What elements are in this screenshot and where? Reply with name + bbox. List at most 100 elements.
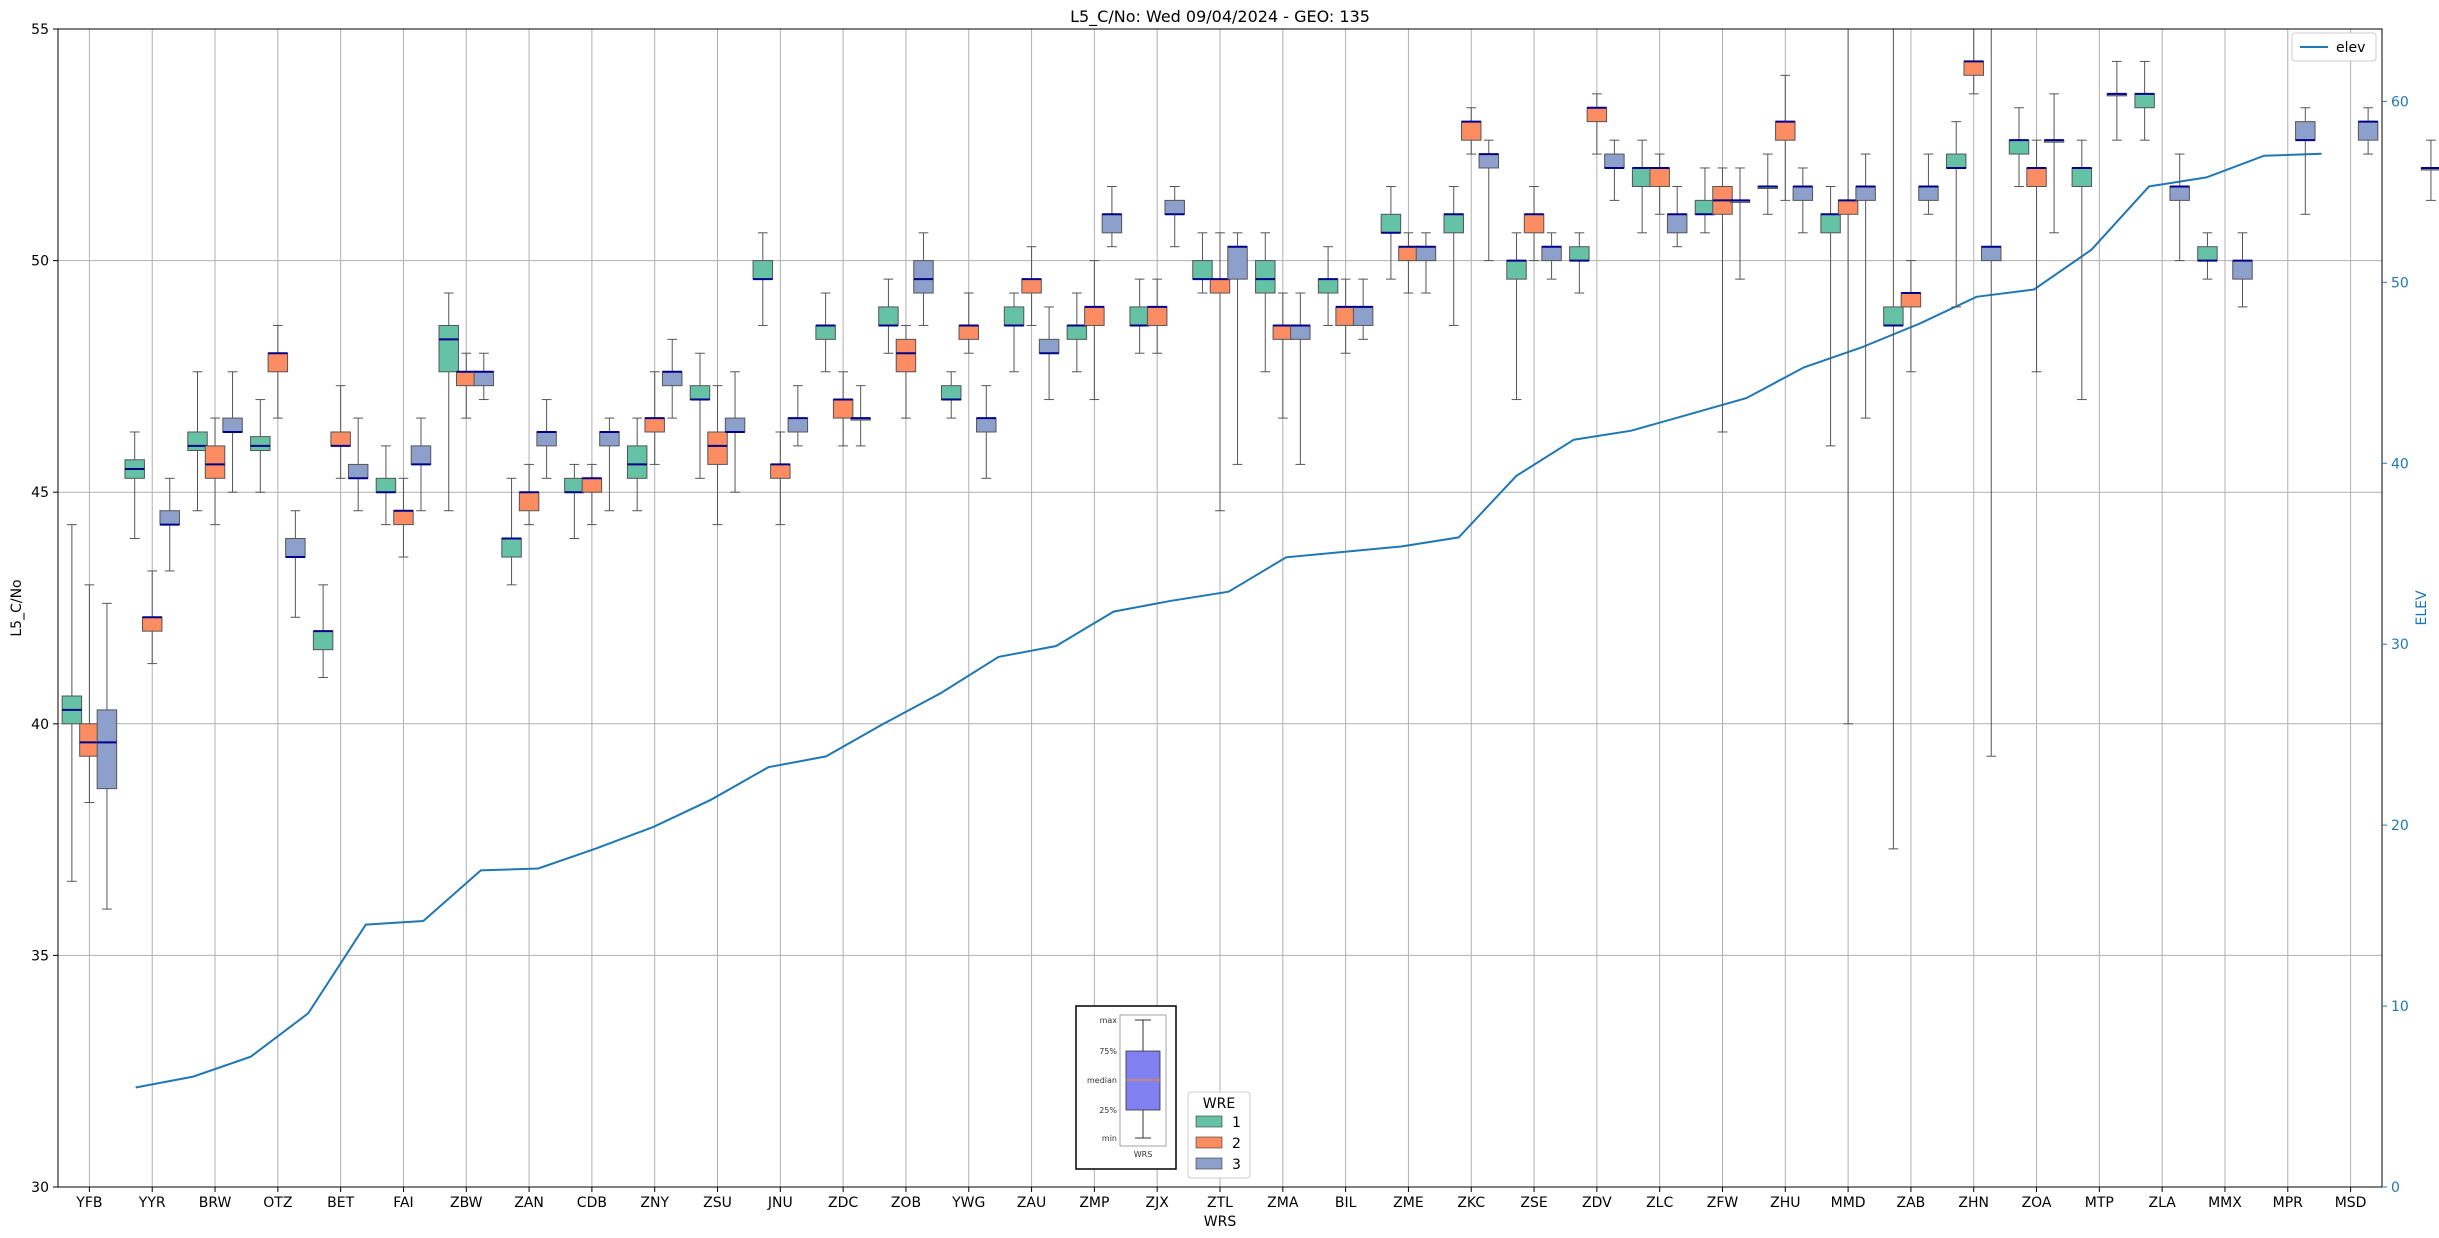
box-wre-2 — [518, 491, 540, 512]
inset-key: max 75% median 25% min WRS — [1075, 1005, 1177, 1170]
elev-legend: elev — [2291, 32, 2377, 62]
box-wre-3 — [347, 463, 369, 479]
elev-layer — [135, 152, 2322, 1089]
box-wre-1 — [1443, 213, 1464, 234]
box-wre-2 — [456, 371, 477, 387]
box-wre-1 — [1883, 306, 1904, 326]
box-layer — [61, 28, 2439, 910]
box-wre-3 — [2295, 121, 2316, 141]
x-tick-label: OTZ — [263, 1195, 292, 1211]
x-tick-label: ZME — [1393, 1195, 1424, 1211]
box-wre-2 — [770, 463, 791, 479]
x-tick-label: ZOA — [2022, 1195, 2052, 1211]
box-wre-2 — [1209, 278, 1231, 294]
x-tick-label: ZMP — [1079, 1195, 1109, 1211]
x-tick-label: ZMA — [1267, 1195, 1299, 1211]
x-tick-label: ZBW — [450, 1195, 483, 1211]
box-wre-2 — [895, 338, 917, 373]
y2-tick-label: 0 — [2391, 1180, 2400, 1196]
x-tick-label: ZLC — [1646, 1195, 1673, 1211]
box-wre-1 — [2008, 139, 2030, 155]
box-wre-3 — [1604, 153, 1625, 169]
y-tick-label: 55 — [31, 22, 49, 38]
y2-tick-label: 20 — [2391, 818, 2409, 834]
box-wre-3 — [1541, 246, 1562, 262]
inset-key-xlabel: WRS — [1134, 1150, 1153, 1159]
box-wre-1 — [501, 538, 522, 558]
box-wre-1 — [1945, 153, 1967, 169]
x-tick-label: ZAU — [1017, 1195, 1046, 1211]
x-tick-label: BRW — [199, 1195, 232, 1211]
axis-layer: YFB YYR BRW OTZ BET FAI ZBW ZAN CDB ZNY ZSU JNU ZDC Z… — [31, 22, 2409, 1211]
box-wre-3 — [661, 371, 683, 387]
box-wre-2 — [1146, 306, 1168, 326]
box-wre-3 — [913, 260, 934, 294]
x-tick-label: BIL — [1335, 1195, 1357, 1211]
box-wre-2 — [2026, 167, 2047, 187]
box-wre-2 — [958, 324, 979, 340]
box-wre-1 — [940, 385, 962, 401]
x-tick-label: ZTL — [1207, 1195, 1233, 1211]
x-tick-label: ZJX — [1146, 1195, 1170, 1211]
box-wre-2 — [204, 445, 226, 479]
x-tick-label: ZDV — [1582, 1195, 1612, 1211]
box-wre-3 — [1227, 246, 1248, 280]
box-wre-3 — [1792, 185, 1814, 201]
box-wre-3 — [96, 709, 118, 790]
box-wre-1 — [689, 385, 711, 401]
box-wre-2 — [832, 399, 854, 419]
x-tick-label: JNU — [767, 1195, 793, 1211]
box-wre-3 — [1918, 185, 1939, 201]
box-wre-3 — [2232, 260, 2253, 280]
box-wre-2 — [1398, 246, 1419, 262]
x-tick-label: ZLA — [2149, 1195, 2177, 1211]
wre-legend-swatch-1 — [1195, 1115, 1223, 1128]
box-wre-2 — [1837, 199, 1859, 215]
x-tick-label: MMD — [1831, 1195, 1866, 1211]
box-wre-3 — [1855, 185, 1876, 201]
x-tick-label: ZOB — [891, 1195, 921, 1211]
box-wre-1 — [1003, 306, 1025, 326]
box-wre-3 — [976, 417, 997, 433]
inset-key-max: max — [1100, 1016, 1118, 1025]
box-wre-1 — [438, 324, 459, 373]
x-tick-label: YYR — [138, 1195, 166, 1211]
x-tick-label: BET — [327, 1195, 354, 1211]
box-wre-3 — [724, 417, 746, 433]
x-axis-label: WRS — [1204, 1214, 1237, 1230]
box-wre-2 — [1272, 324, 1294, 340]
x-tick-label: CDB — [577, 1195, 607, 1211]
x-tick-label: MSD — [2335, 1195, 2367, 1211]
x-tick-label: ZDC — [828, 1195, 858, 1211]
wre-legend-label-1: 1 — [1232, 1115, 1241, 1131]
x-tick-label: ZKC — [1457, 1195, 1485, 1211]
x-tick-label: FAI — [393, 1195, 413, 1211]
x-tick-label: ZHU — [1770, 1195, 1800, 1211]
box-wre-1 — [1694, 199, 1716, 215]
y-tick-label: 30 — [31, 1180, 49, 1196]
x-tick-label: ZSE — [1520, 1195, 1547, 1211]
box-wre-3 — [1164, 199, 1185, 215]
box-wre-2 — [1775, 121, 1796, 141]
box-wre-2 — [1649, 167, 1670, 187]
box-wre-2 — [581, 477, 603, 493]
box-wre-3 — [1415, 246, 1437, 262]
y-tick-label: 40 — [31, 717, 49, 733]
wre-legend-swatch-2 — [1195, 1136, 1223, 1149]
box-wre-1 — [375, 477, 397, 493]
box-wre-2 — [1900, 292, 1922, 308]
wre-legend-swatch-3 — [1195, 1157, 1223, 1170]
box-wre-1 — [1569, 246, 1590, 262]
inset-key-75: 75% — [1099, 1047, 1117, 1056]
box-wre-2 — [330, 431, 351, 447]
box-wre-1 — [312, 630, 334, 651]
box-wre-3 — [1981, 246, 2002, 262]
box-wre-1 — [2134, 93, 2155, 109]
box-wre-1 — [187, 431, 208, 452]
box-wre-1 — [878, 306, 899, 326]
box-wre-1 — [752, 260, 774, 280]
box-wre-1 — [2071, 167, 2093, 187]
box-wre-1 — [1506, 260, 1527, 280]
y2-tick-label: 10 — [2391, 999, 2409, 1015]
